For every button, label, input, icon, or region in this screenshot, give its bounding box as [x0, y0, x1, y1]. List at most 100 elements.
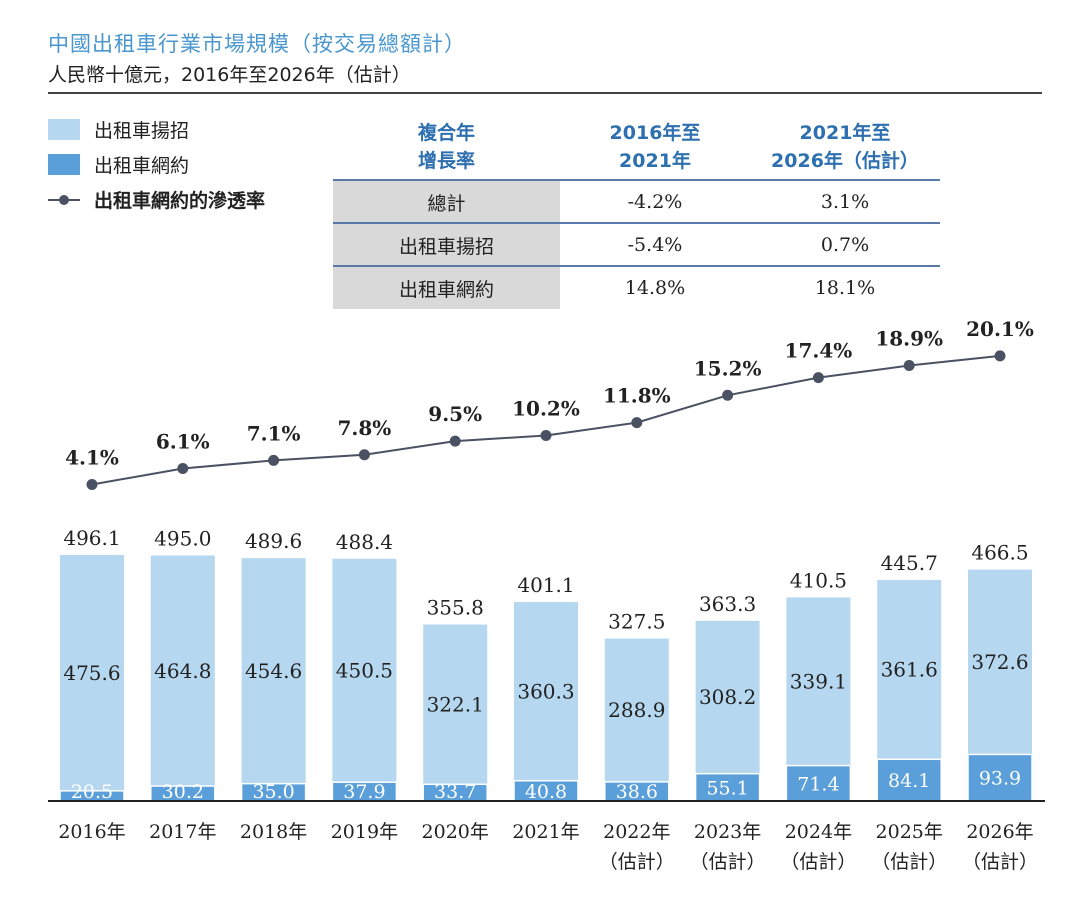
x-tick-label: 2020年: [422, 821, 489, 843]
cagr-value: 18.1%: [814, 277, 876, 299]
bar-label-ride-hailing: 40.8: [525, 781, 567, 803]
penetration-point: [86, 479, 98, 491]
bar-total-label: 410.5: [790, 568, 847, 592]
x-tick-label: （估計）: [690, 851, 766, 873]
x-tick-label: 2021年: [512, 821, 579, 843]
cagr-value: -4.2%: [627, 191, 683, 213]
cagr-col-line: 2026年（估計）: [771, 150, 919, 172]
x-tick-label: 2024年: [785, 821, 852, 843]
penetration-point: [994, 350, 1006, 362]
penetration-point: [540, 429, 552, 441]
penetration-label: 4.1%: [65, 446, 119, 470]
cagr-col-2021-2026: 2021年至 2026年（估計）: [750, 115, 940, 179]
cagr-col-line: 2016年至: [609, 122, 701, 144]
bar-label-ride-hailing: 84.1: [888, 770, 930, 792]
x-tick-label: （估計）: [599, 851, 675, 873]
bar-label-street-hail: 464.8: [154, 659, 211, 683]
bar-label-street-hail: 339.1: [790, 669, 847, 693]
penetration-label: 15.2%: [694, 356, 762, 380]
penetration-label: 7.1%: [247, 421, 301, 445]
cagr-col-2016-2021: 2016年至 2021年: [560, 115, 750, 179]
bar-ride-hailing: [967, 753, 1033, 802]
cagr-header-line: 複合年: [417, 122, 475, 144]
cagr-value: 3.1%: [820, 191, 870, 213]
cagr-row-label: 出租車網約: [333, 267, 560, 309]
penetration-label: 9.5%: [428, 402, 482, 426]
bar-total-label: 496.1: [63, 526, 120, 550]
cagr-row-ride-hailing: 出租車網約 14.8% 18.1%: [333, 265, 940, 309]
bar-label-ride-hailing: 38.6: [616, 781, 658, 803]
bar-label-street-hail: 450.5: [336, 658, 393, 682]
cagr-header: 複合年 增長率: [333, 115, 560, 179]
penetration-point: [903, 360, 915, 372]
bar-label-ride-hailing: 33.7: [434, 781, 476, 803]
bar-label-ride-hailing: 55.1: [706, 777, 748, 799]
bar-label-street-hail: 308.2: [699, 685, 756, 709]
penetration-label: 7.8%: [337, 416, 391, 440]
bar-label-ride-hailing: 71.4: [797, 773, 839, 795]
bar-label-ride-hailing: 35.0: [252, 781, 294, 803]
penetration-point: [358, 449, 370, 461]
cagr-row-label: 總計: [333, 181, 560, 223]
penetration-point: [177, 462, 189, 474]
bar-street-hail: [332, 558, 397, 801]
penetration-point: [722, 389, 734, 401]
cagr-table: 複合年 增長率 2016年至 2021年 2021年至 2026年（估計） 總計…: [333, 115, 940, 309]
cagr-row-total: 總計 -4.2% 3.1%: [333, 179, 940, 223]
x-tick-label: （估計）: [871, 851, 947, 873]
legend-item-ride-hailing: 出租車網約: [48, 150, 189, 178]
bar-street-hail: [604, 638, 669, 801]
bar-total-label: 489.6: [245, 529, 302, 553]
penetration-point: [268, 454, 280, 466]
penetration-label: 20.1%: [966, 317, 1034, 341]
bar-total-label: 488.4: [336, 530, 393, 554]
bar-street-hail: [695, 620, 760, 801]
bar-street-hail: [150, 555, 215, 801]
bar-ride-hailing: [694, 772, 761, 802]
penetration-label: 6.1%: [156, 429, 210, 453]
legend-line-marker: [48, 189, 80, 210]
penetration-label: 18.9%: [875, 327, 943, 351]
bar-label-street-hail: 475.6: [63, 661, 120, 685]
cagr-row-street-hail: 出租車揚招 -5.4% 0.7%: [333, 222, 940, 266]
bar-street-hail: [60, 554, 124, 801]
penetration-label: 17.4%: [785, 339, 853, 363]
bar-label-ride-hailing: 30.2: [162, 781, 204, 803]
bar-total-label: 363.3: [699, 592, 756, 616]
chart-subtitle: 人民幣十億元，2016年至2026年（估計）: [48, 64, 411, 86]
cagr-header-line: 增長率: [417, 150, 475, 172]
legend-label: 出租車揚招: [94, 119, 190, 142]
bar-ride-hailing: [876, 758, 942, 802]
bar-total-label: 401.1: [517, 573, 574, 597]
x-tick-label: 2018年: [240, 821, 307, 843]
bar-label-street-hail: 360.3: [517, 679, 574, 703]
cagr-col-line: 2021年至: [799, 122, 891, 144]
cagr-col-line: 2021年: [619, 150, 691, 172]
x-tick-label: （估計）: [962, 851, 1038, 873]
bar-label-street-hail: 322.1: [427, 692, 484, 716]
legend-swatch-street-hail: [48, 118, 80, 140]
x-tick-label: 2019年: [331, 821, 398, 843]
bar-total-label: 466.5: [971, 541, 1028, 565]
penetration-point: [449, 435, 461, 447]
x-tick-label: 2025年: [876, 821, 943, 843]
x-tick-label: 2026年: [966, 821, 1033, 843]
chart-title: 中國出租車行業市場規模（按交易總額計）: [48, 32, 466, 56]
bar-street-hail: [241, 558, 306, 801]
penetration-label: 10.2%: [512, 396, 580, 420]
cagr-value: -5.4%: [627, 234, 683, 256]
bar-total-label: 355.8: [427, 596, 484, 620]
cagr-value: 14.8%: [624, 277, 686, 299]
bar-label-ride-hailing: 20.5: [71, 781, 113, 803]
x-tick-label: 2017年: [149, 821, 216, 843]
cagr-value: 0.7%: [820, 234, 870, 256]
legend-item-street-hail: 出租車揚招: [48, 115, 189, 143]
legend-swatch-ride-hailing: [48, 153, 80, 175]
bar-label-street-hail: 454.6: [245, 659, 302, 683]
bar-label-ride-hailing: 93.9: [979, 768, 1021, 790]
legend-label: 出租車網約: [94, 154, 190, 177]
bar-total-label: 445.7: [881, 551, 938, 575]
bar-ride-hailing: [785, 764, 852, 802]
x-tick-label: 2016年: [58, 821, 125, 843]
